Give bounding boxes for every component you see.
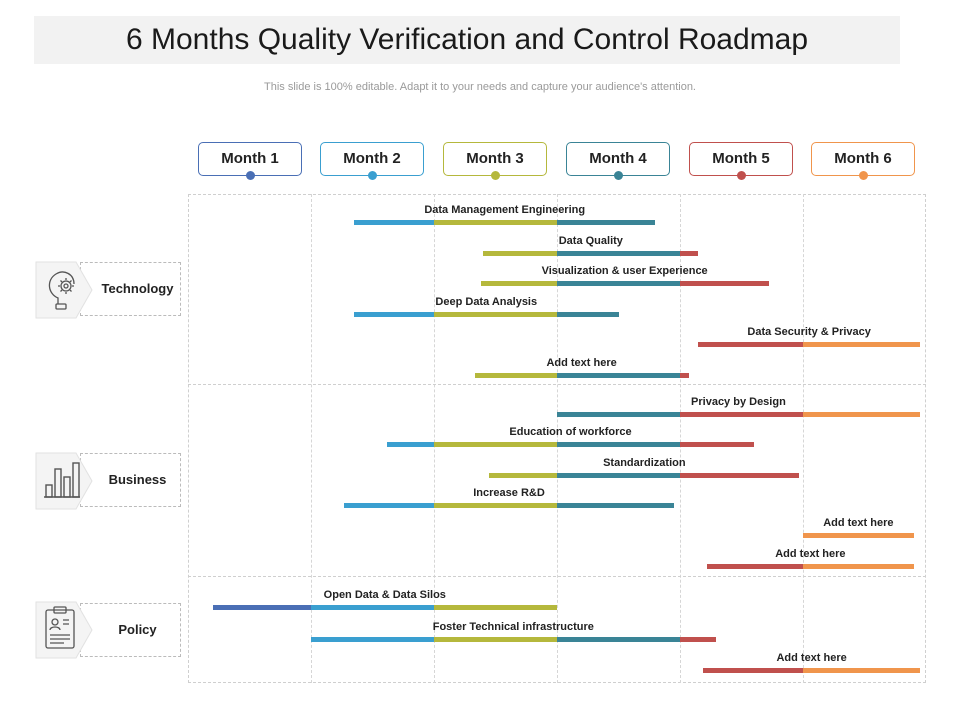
grid-column-divider [557, 194, 558, 683]
task-bar-segment [557, 280, 680, 286]
grid-column-divider [680, 194, 681, 683]
task-bar-segment [680, 411, 803, 417]
grid-column-divider [311, 194, 312, 683]
task-label: Open Data & Data Silos [323, 589, 446, 601]
task-bar-segment [483, 250, 557, 256]
task-label: Add text here [775, 548, 846, 560]
task-bar-segment [557, 411, 680, 417]
task-bar-segment [557, 472, 680, 478]
task-label: Data Quality [558, 235, 623, 247]
task-bar-segment [557, 372, 680, 378]
task-bar-segment [212, 604, 311, 610]
task-bar-segment [557, 441, 680, 447]
task-bar-segment [803, 667, 920, 673]
task-bar-segment [434, 311, 557, 317]
task-bar-segment [680, 280, 769, 286]
task-bar-segment [557, 250, 680, 256]
task-bar-segment [557, 311, 619, 317]
grid-column-divider [434, 194, 435, 683]
month-5-dot [736, 171, 746, 180]
task-label: Visualization & user Experience [541, 265, 708, 277]
month-6-header: Month 6 [811, 142, 915, 176]
task-bar-segment [480, 280, 557, 286]
bar-chart-icon [34, 451, 96, 511]
task-label: Foster Technical infrastructure [432, 621, 594, 633]
task-label: Add text here [823, 517, 894, 529]
task-bar-segment [354, 311, 434, 317]
task-bar-segment [354, 219, 434, 225]
grid-section-divider [188, 384, 926, 385]
task-bar-segment [803, 532, 914, 538]
category-label: Business [108, 472, 167, 487]
task-bar-segment [680, 472, 800, 478]
task-label: Increase R&D [473, 487, 545, 499]
task-bar-segment [680, 441, 754, 447]
category-label: Policy [118, 622, 157, 637]
task-bar-segment [434, 604, 557, 610]
subtitle: This slide is 100% editable. Adapt it to… [264, 81, 696, 93]
page-title: 6 Months Quality Verification and Contro… [125, 23, 809, 56]
task-bar-segment [803, 563, 914, 569]
task-bar-segment [311, 604, 434, 610]
task-bar-segment [803, 341, 920, 347]
month-1-header: Month 1 [198, 142, 302, 176]
month-6-dot [858, 171, 868, 180]
month-2-dot [367, 171, 377, 180]
month-1-dot [245, 171, 255, 180]
task-bar-segment [489, 472, 557, 478]
task-bar-segment [557, 636, 680, 642]
task-bar-segment [387, 441, 434, 447]
grid-column-divider [803, 194, 804, 683]
task-bar-segment [707, 563, 803, 569]
month-3-dot [490, 171, 500, 180]
task-bar-segment [474, 372, 557, 378]
task-label: Data Management Engineering [424, 204, 586, 216]
task-bar-segment [680, 636, 716, 642]
task-label: Education of workforce [509, 426, 632, 438]
task-label: Standardization [603, 457, 686, 469]
task-bar-segment [803, 411, 920, 417]
task-label: Add text here [776, 652, 847, 664]
task-bar-segment [557, 502, 674, 508]
lightbulb-gear-icon [34, 260, 96, 320]
category-technology: Technology [80, 262, 181, 316]
category-label: Technology [101, 281, 174, 296]
task-bar-segment [434, 636, 557, 642]
category-business: Business [80, 453, 181, 507]
task-bar-segment [680, 372, 689, 378]
task-bar-segment [311, 636, 434, 642]
task-bar-segment [434, 502, 557, 508]
task-bar-segment [557, 219, 656, 225]
task-bar-segment [434, 441, 557, 447]
task-bar-segment [434, 219, 557, 225]
task-bar-segment [698, 341, 803, 347]
title-band: 6 Months Quality Verification and Contro… [34, 16, 900, 64]
task-bar-segment [680, 250, 699, 256]
task-bar-segment [344, 502, 434, 508]
task-label: Add text here [546, 357, 617, 369]
task-label: Privacy by Design [691, 396, 786, 408]
task-label: Data Security & Privacy [747, 326, 871, 338]
month-5-header: Month 5 [689, 142, 793, 176]
task-bar-segment [703, 667, 803, 673]
month-4-dot [613, 171, 623, 180]
grid-section-divider [188, 576, 926, 577]
task-label: Deep Data Analysis [435, 296, 538, 308]
clipboard-icon [34, 600, 96, 660]
